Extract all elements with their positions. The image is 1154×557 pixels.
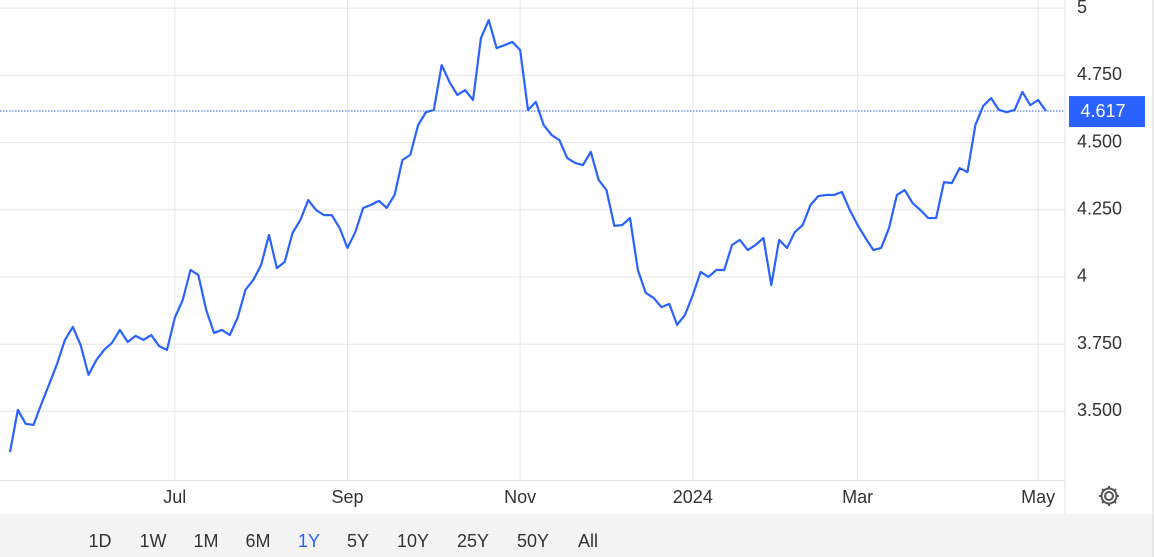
y-tick-label: 3.750	[1077, 333, 1122, 353]
range-button[interactable]: 1M	[193, 531, 218, 551]
y-tick-label: 3.500	[1077, 400, 1122, 420]
range-button[interactable]: All	[578, 531, 598, 551]
grid	[0, 0, 1065, 480]
range-bar	[0, 514, 1154, 557]
range-button[interactable]: 5Y	[347, 531, 369, 551]
range-button[interactable]: 1W	[140, 531, 167, 551]
x-tick-label: Mar	[842, 487, 873, 507]
y-tick-label: 4	[1077, 266, 1087, 286]
x-tick-label: Nov	[504, 487, 536, 507]
y-tick-label: 5	[1077, 0, 1087, 17]
current-value-badge	[1069, 96, 1145, 128]
current-value-label: 4.617	[1080, 101, 1125, 121]
range-button[interactable]: 6M	[245, 531, 270, 551]
range-button[interactable]: 10Y	[397, 531, 429, 551]
y-tick-label: 4.500	[1077, 131, 1122, 151]
range-button[interactable]: 1Y	[298, 531, 320, 551]
y-tick-label: 4.250	[1077, 198, 1122, 218]
line-series	[8, 19, 1047, 453]
x-tick-label: Jul	[163, 487, 186, 507]
range-button[interactable]: 25Y	[457, 531, 489, 551]
settings-button[interactable]	[1099, 486, 1119, 506]
x-tick-label: Sep	[331, 487, 363, 507]
y-tick-label: 4.750	[1077, 64, 1122, 84]
x-tick-label: May	[1021, 487, 1055, 507]
range-button[interactable]: 1D	[88, 531, 111, 551]
x-tick-label: 2024	[673, 487, 713, 507]
range-button[interactable]: 50Y	[517, 531, 549, 551]
